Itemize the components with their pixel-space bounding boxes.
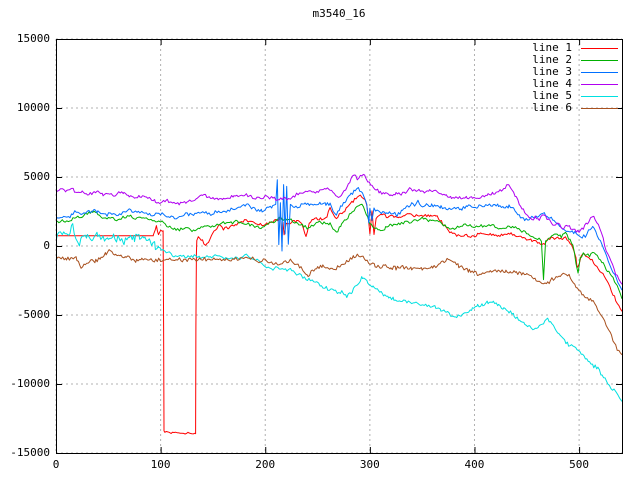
series-line-5 (56, 223, 622, 402)
legend-entry: line 2 (532, 54, 618, 66)
series-line-2 (56, 203, 622, 299)
chart-title: m3540_16 (312, 7, 366, 20)
legend-swatch-line (581, 47, 618, 49)
legend-swatch-line (581, 83, 618, 85)
legend-label: line 5 (532, 89, 572, 102)
legend-entry: line 4 (532, 78, 618, 90)
series-line-3 (56, 179, 622, 291)
series-line-1 (56, 194, 622, 435)
legend-label: line 6 (532, 101, 572, 114)
legend-entry: line 5 (532, 90, 618, 102)
legend-entry: line 1 (532, 42, 618, 54)
y-tick-label: 15000 (16, 32, 50, 45)
plot-border-group (56, 39, 623, 454)
y-tick-label: 10000 (16, 101, 50, 114)
y-tick-label: -15000 (10, 446, 50, 459)
legend-swatch-line (581, 59, 618, 61)
x-tick-label: 100 (150, 458, 171, 471)
legend-swatch-line (581, 71, 618, 73)
legend-label: line 4 (532, 77, 572, 90)
series-line-6 (56, 249, 622, 356)
y-tick-label: -10000 (10, 377, 50, 390)
series-group (56, 173, 622, 435)
x-tick-label: 400 (464, 458, 485, 471)
legend-swatch-line (581, 95, 618, 97)
y-tick-label: 5000 (23, 170, 51, 183)
legend-label: line 1 (532, 41, 572, 54)
legend-label: line 2 (532, 53, 572, 66)
x-tick-label: 200 (255, 458, 276, 471)
x-tick-label: 0 (52, 458, 60, 471)
legend: line 1 line 2 line 3 line 4 line 5 line 6 (532, 42, 618, 114)
legend-swatch-line (581, 107, 618, 109)
y-tick-label: 0 (43, 239, 50, 252)
series-line-4 (56, 173, 622, 285)
legend-label: line 3 (532, 65, 572, 78)
legend-entry: line 3 (532, 66, 618, 78)
y-tick-label: -5000 (16, 308, 50, 321)
x-tick-label: 300 (359, 458, 380, 471)
x-tick-label: 500 (569, 458, 590, 471)
legend-entry: line 6 (532, 102, 618, 114)
